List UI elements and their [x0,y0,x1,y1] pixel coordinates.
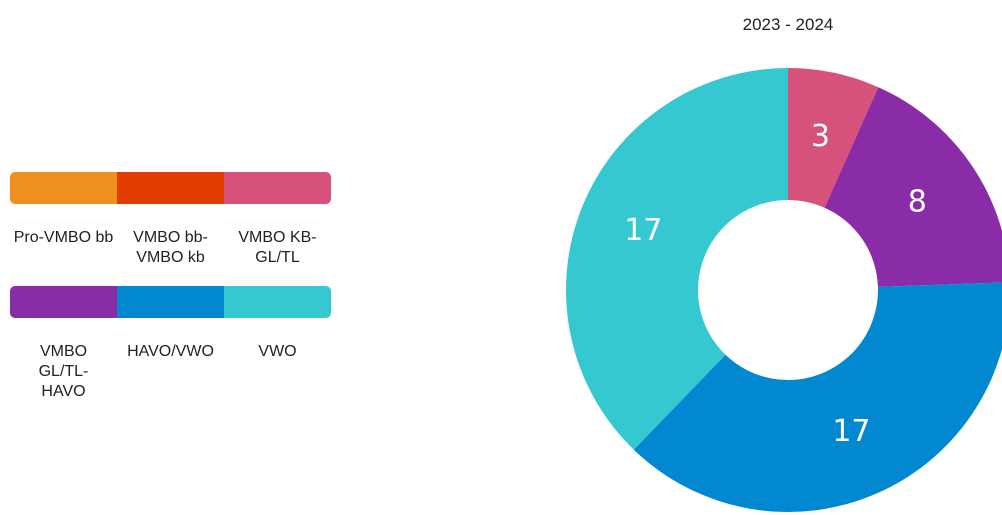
data-label: 8 [908,184,927,219]
data-label: 3 [811,119,830,154]
donut-slice [633,282,1002,512]
legend-label: VMBO KB-GL/TL [238,229,317,266]
legend-label: VMBO bb-VMBO kb [133,229,208,266]
legend-swatch [10,172,117,204]
legend-swatch [224,286,331,318]
donut-slice [566,68,788,450]
legend-swatch [224,172,331,204]
legend-swatch [10,286,117,318]
data-label: 17 [832,414,870,449]
legend-swatch [117,286,224,318]
legend-label: HAVO/VWO [127,343,214,360]
donut-slice [788,68,879,208]
legend-label: VMBO GL/TL-HAVO [38,343,89,400]
legend-swatch [117,172,224,204]
legend-label: VWO [258,343,297,360]
chart-title: 2023 - 2024 [743,15,834,34]
data-label: 17 [624,213,662,248]
donut-slice [824,87,1002,287]
legend-label: Pro-VMBO bb [13,229,114,246]
